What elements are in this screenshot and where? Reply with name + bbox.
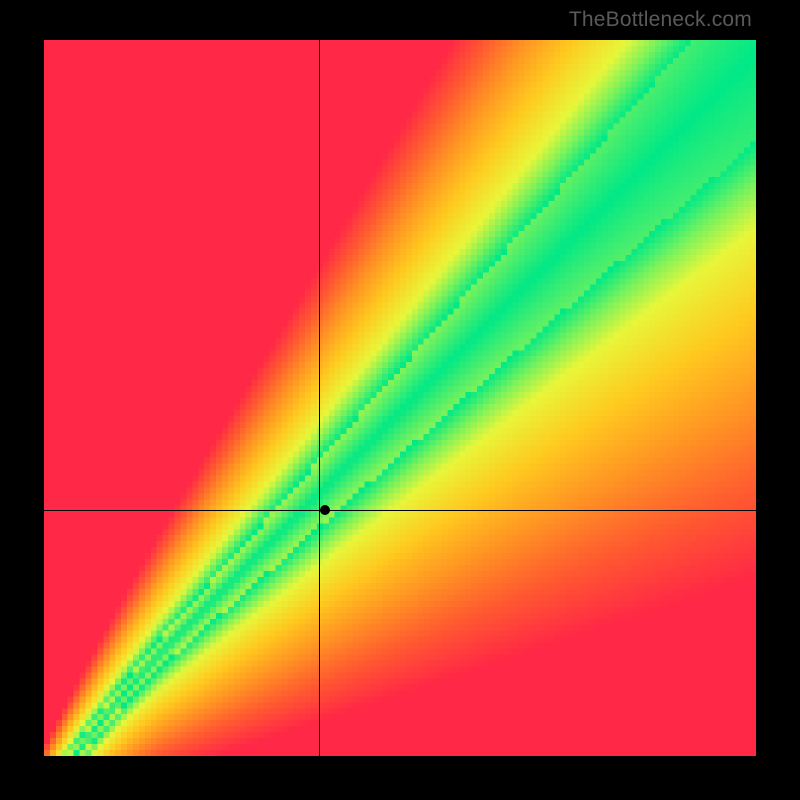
heatmap-plot: [44, 40, 756, 756]
attribution-text: TheBottleneck.com: [569, 8, 752, 32]
crosshair-vertical: [319, 40, 320, 756]
crosshair-horizontal: [44, 510, 756, 511]
heatmap-canvas: [44, 40, 756, 756]
marker-point: [320, 505, 330, 515]
